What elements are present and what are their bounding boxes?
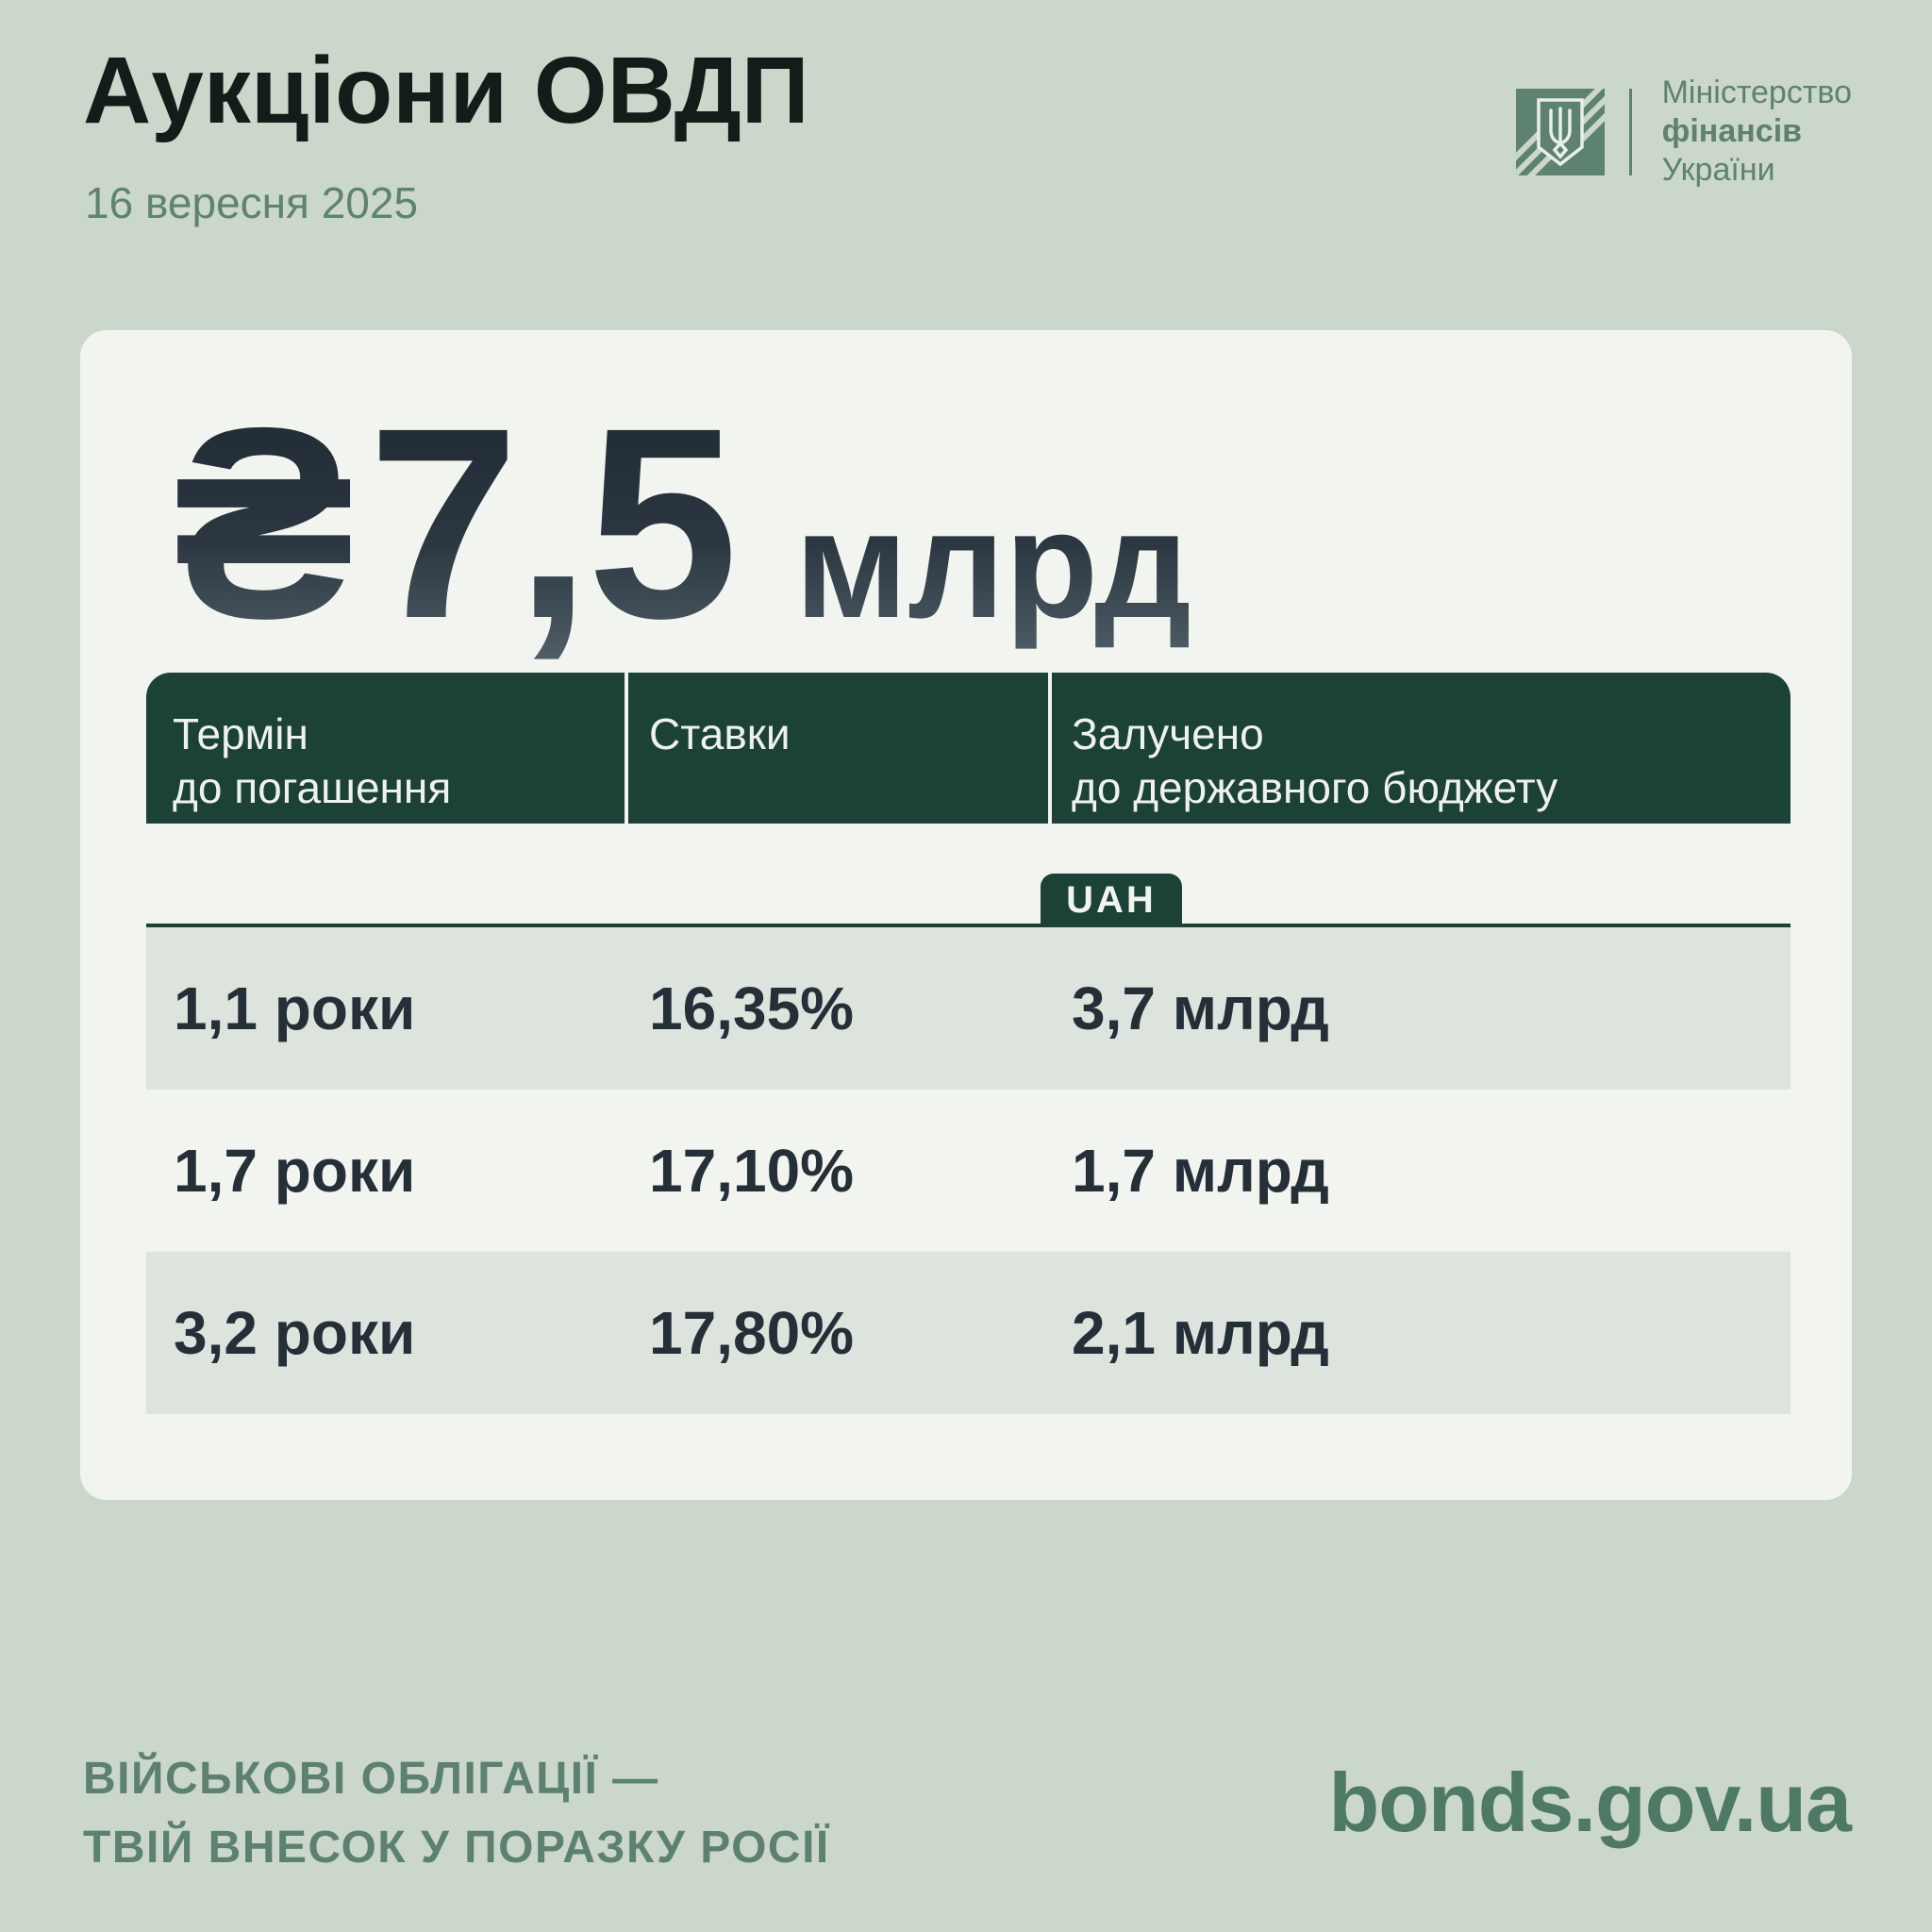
currency-badge: UAH xyxy=(1041,874,1182,927)
ministry-name-line2: фінансів xyxy=(1661,113,1803,149)
war-bonds-slogan: ВІЙСЬКОВІ ОБЛІГАЦІЇ — ТВІЙ ВНЕСОК У ПОРА… xyxy=(83,1744,830,1882)
rate-cell: 17,80% xyxy=(649,1299,855,1367)
total-amount: ₴ 7,5 млрд xyxy=(174,368,1191,680)
ministry-name: Міністерство фінансів України xyxy=(1662,74,1852,190)
term-cell: 3,2 роки xyxy=(174,1299,416,1367)
slogan-line1: ВІЙСЬКОВІ ОБЛІГАЦІЇ — xyxy=(83,1754,659,1804)
column-header-term: Термін до погашення xyxy=(146,673,625,824)
raised-cell: 2,1 млрд xyxy=(1072,1299,1329,1367)
term-cell: 1,7 роки xyxy=(174,1137,416,1205)
date-label: 16 вересня 2025 xyxy=(85,178,419,227)
total-amount-unit: млрд xyxy=(794,479,1191,650)
ministry-name-line3: України xyxy=(1661,152,1775,188)
slogan-line2: ТВІЙ ВНЕСОК У ПОРАЗКУ РОСІЇ xyxy=(83,1823,830,1873)
page-title: Аукціони ОВДП xyxy=(83,38,809,143)
website-url: bonds.gov.ua xyxy=(1328,1756,1852,1849)
column-header-rates: Ставки xyxy=(628,673,1048,824)
table-divider-line xyxy=(146,924,1790,927)
table-body: 1,1 роки 16,35% 3,7 млрд 1,7 роки 17,10%… xyxy=(146,927,1790,1414)
table-row: 1,7 роки 17,10% 1,7 млрд xyxy=(146,1090,1790,1252)
raised-cell: 3,7 млрд xyxy=(1072,974,1329,1042)
total-amount-value: 7,5 xyxy=(368,372,735,675)
hryvnia-sign: ₴ xyxy=(174,372,356,675)
ministry-logo: Міністерство фінансів України xyxy=(1515,74,1852,190)
logo-divider xyxy=(1628,88,1632,175)
trident-emblem-icon xyxy=(1515,88,1605,175)
table-row: 1,1 роки 16,35% 3,7 млрд xyxy=(146,927,1790,1090)
raised-cell: 1,7 млрд xyxy=(1072,1137,1329,1205)
rate-cell: 17,10% xyxy=(649,1137,855,1205)
table-header-row: Термін до погашення Ставки Залучено до д… xyxy=(146,673,1790,824)
table-row: 3,2 роки 17,80% 2,1 млрд xyxy=(146,1252,1790,1414)
auction-table: Термін до погашення Ставки Залучено до д… xyxy=(146,673,1790,1414)
term-cell: 1,1 роки xyxy=(174,974,416,1042)
ministry-name-line1: Міністерство xyxy=(1661,75,1852,110)
rate-cell: 16,35% xyxy=(649,974,855,1042)
summary-card: ₴ 7,5 млрд Термін до погашення Ставки За… xyxy=(80,330,1852,1500)
column-header-raised: Залучено до державного бюджету xyxy=(1052,673,1790,824)
